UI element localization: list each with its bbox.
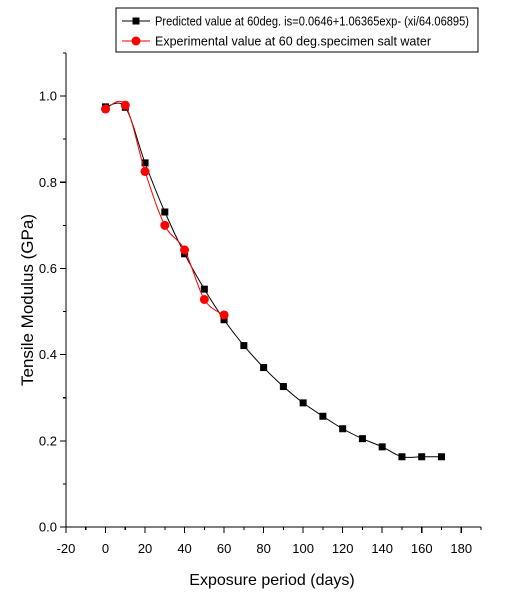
predicted-point [319, 412, 327, 420]
predicted-point [161, 208, 169, 216]
experimental-point [120, 100, 130, 110]
predicted-line [105, 102, 442, 458]
legend-experimental-circle-marker [131, 36, 141, 46]
x-tick-label: 20 [138, 541, 152, 556]
x-tick-label: -20 [57, 541, 76, 556]
x-axis-ticks: -20 0 20 40 60 80 100 120 140 160 180 [57, 527, 482, 556]
y-tick-label: 0.0 [39, 520, 57, 535]
predicted-point [141, 159, 149, 167]
legend-predicted-label: Predicted value at 60deg. is=0.0646+1.06… [155, 14, 469, 29]
predicted-point [437, 453, 445, 461]
axes [65, 53, 481, 528]
y-axis-title: Tensile Modulus (GPa) [18, 214, 37, 386]
legend-experimental-label: Experimental value at 60 deg.specimen sa… [155, 34, 432, 49]
x-tick-label: 60 [217, 541, 231, 556]
x-tick-label: 40 [177, 541, 191, 556]
y-axis-ticks: 0.0 0.2 0.4 0.6 0.8 1.0 [39, 52, 66, 535]
predicted-point [358, 435, 366, 443]
x-axis-title: Exposure period (days) [189, 572, 354, 589]
series-layer [101, 100, 445, 461]
predicted-point [418, 453, 426, 461]
predicted-point [279, 383, 287, 391]
experimental-line [105, 100, 225, 316]
experimental-point [219, 310, 229, 320]
y-tick-label: 0.8 [39, 175, 57, 190]
predicted-point [378, 443, 386, 451]
x-tick-label: 80 [256, 541, 270, 556]
predicted-series [102, 102, 445, 461]
predicted-point [200, 285, 208, 293]
y-tick-label: 0.2 [39, 433, 57, 448]
experimental-point [101, 104, 111, 114]
experimental-point [140, 167, 150, 176]
legend-box [115, 7, 479, 53]
x-tick-label: 0 [102, 541, 109, 556]
predicted-point [240, 342, 248, 350]
x-tick-label: 140 [371, 541, 393, 556]
legend-predicted-square-marker [132, 17, 140, 25]
x-tick-label: 100 [292, 541, 314, 556]
experimental-point [199, 294, 209, 304]
legend-entry-experimental: Experimental value at 60 deg.specimen sa… [122, 34, 432, 49]
predicted-point [260, 364, 268, 372]
experimental-point [160, 220, 170, 230]
x-tick-label: 160 [411, 541, 433, 556]
legend-entry-predicted: Predicted value at 60deg. is=0.0646+1.06… [122, 14, 469, 29]
experimental-series [101, 100, 229, 320]
y-tick-label: 0.4 [39, 347, 57, 362]
legend: Predicted value at 60deg. is=0.0646+1.06… [115, 7, 479, 53]
experimental-point [180, 245, 190, 255]
x-tick-label: 180 [450, 541, 472, 556]
predicted-point [339, 425, 347, 433]
predicted-point [398, 453, 406, 461]
y-tick-label: 1.0 [39, 89, 57, 104]
predicted-point [299, 399, 307, 407]
x-tick-label: 120 [332, 541, 354, 556]
predicted-point [220, 316, 228, 324]
y-tick-label: 0.6 [39, 261, 57, 276]
